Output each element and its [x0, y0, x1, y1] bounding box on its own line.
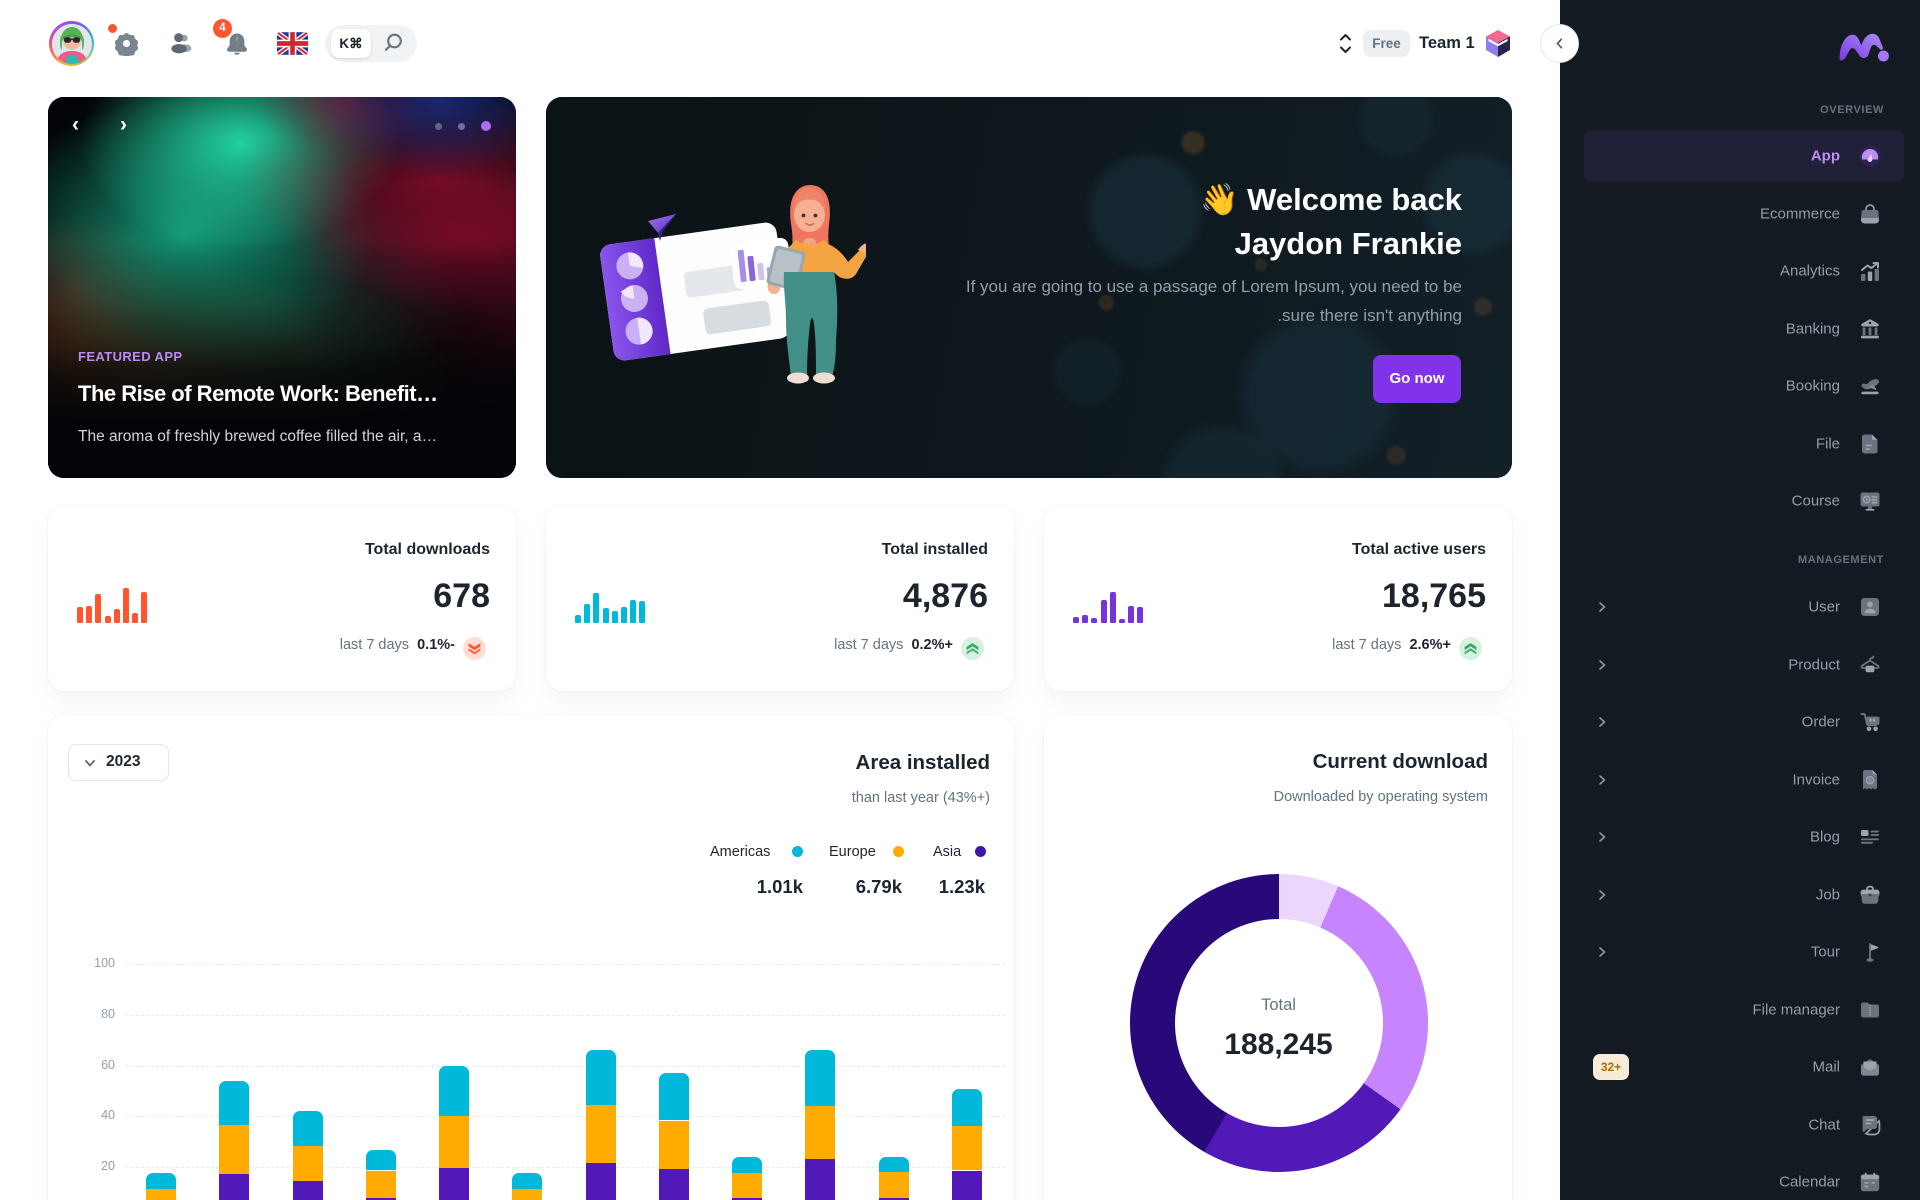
svg-text:$: $ — [1868, 777, 1872, 784]
